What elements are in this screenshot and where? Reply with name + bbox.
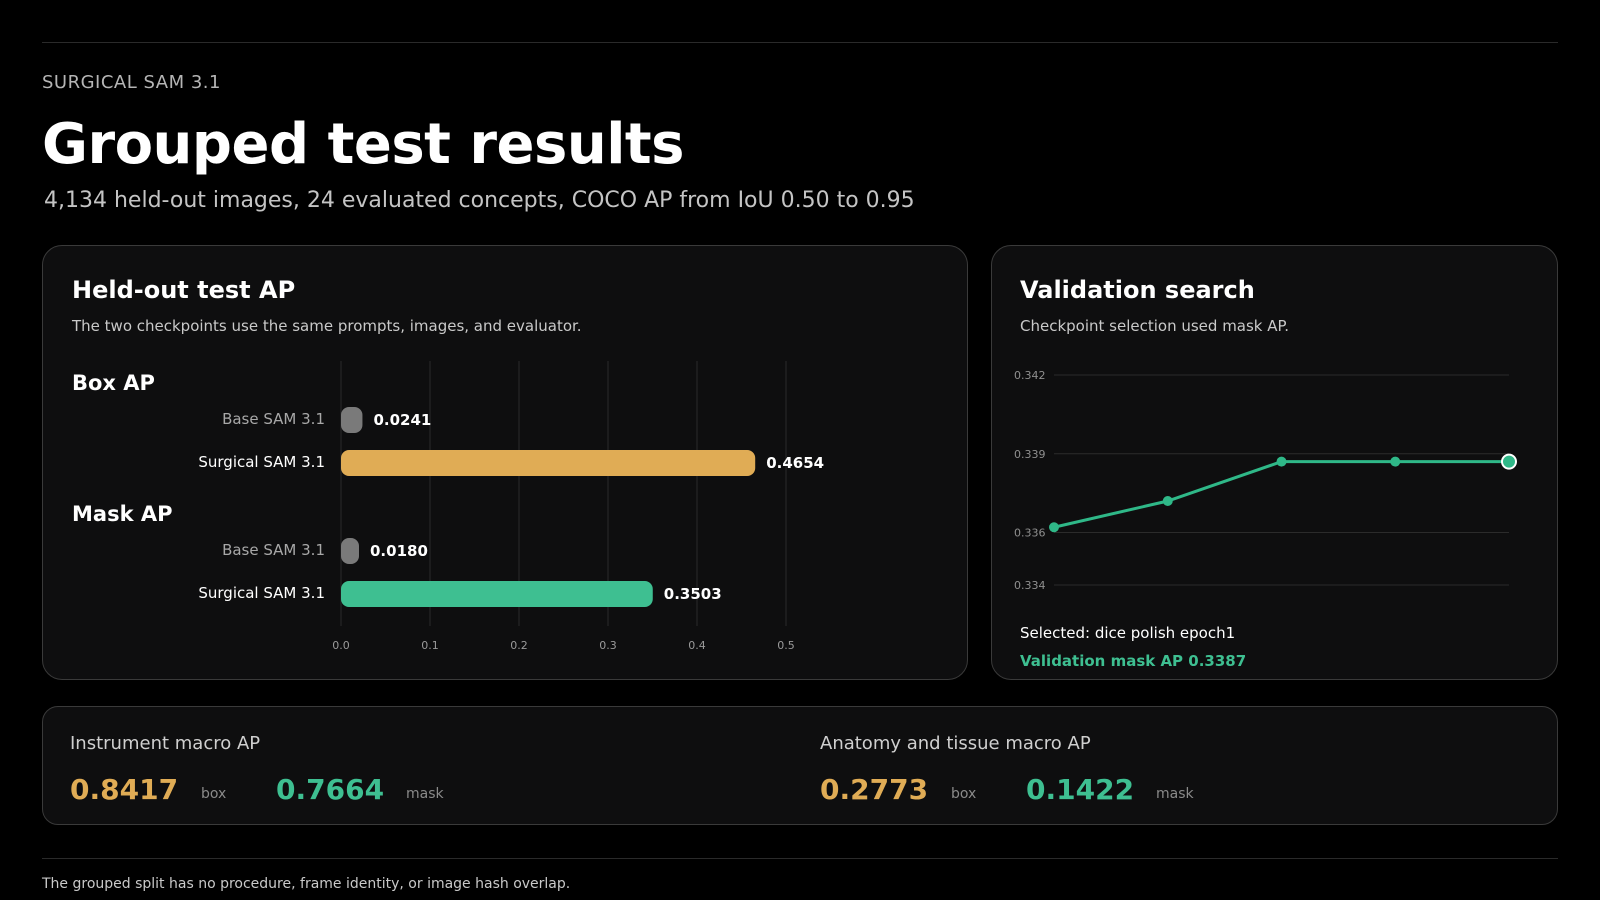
selected-mask-ap: Validation mask AP 0.3387 <box>1020 652 1247 670</box>
bar-group-label: Box AP <box>72 371 155 395</box>
x-tick-label: 0.2 <box>510 639 528 652</box>
footnote: The grouped split has no procedure, fram… <box>42 876 571 892</box>
selected-point <box>1501 453 1517 470</box>
test-ap-title: Held-out test AP <box>72 276 296 304</box>
instrument-box-value: 0.8417 <box>70 773 179 806</box>
line-chart: 0.342 0.339 0.336 0.334 <box>1014 369 1517 592</box>
bar-group-label: Mask AP <box>72 502 173 526</box>
validation-description: Checkpoint selection used mask AP. <box>1020 317 1290 335</box>
data-point <box>1162 496 1173 506</box>
page-eyebrow: SURGICAL SAM 3.1 <box>42 72 221 93</box>
bar-value-label: 0.4654 <box>766 454 825 472</box>
anatomy-mask-value: 0.1422 <box>1026 773 1135 806</box>
bar <box>341 450 756 476</box>
y-tick-label: 0.334 <box>1014 579 1046 592</box>
validation-title: Validation search <box>1020 276 1255 304</box>
validation-card: Validation search Checkpoint selection u… <box>991 245 1558 680</box>
x-tick-label: 0.5 <box>777 639 795 652</box>
bar-value-label: 0.3503 <box>663 585 722 603</box>
bar-value-label: 0.0180 <box>370 542 428 560</box>
bar-chart: 0.0 0.1 0.2 0.3 0.4 0.5 Box AP Base SAM 3.1 0.02… <box>43 246 969 681</box>
data-point <box>1390 456 1401 467</box>
bar <box>341 581 653 607</box>
series-line <box>1053 460 1509 529</box>
y-tick-label: 0.336 <box>1014 527 1046 540</box>
instrument-mask-value: 0.7664 <box>276 773 385 806</box>
bar-category-label: Surgical SAM 3.1 <box>198 453 325 471</box>
instrument-mask-unit: mask <box>406 786 444 802</box>
x-tick-label: 0.1 <box>421 639 439 652</box>
bar-category-label: Surgical SAM 3.1 <box>198 584 325 602</box>
instrument-macro-title: Instrument macro AP <box>70 733 261 754</box>
y-tick-label: 0.342 <box>1014 369 1046 382</box>
test-ap-card: Held-out test AP The two checkpoints use… <box>42 245 968 680</box>
bar-category-label: Base SAM 3.1 <box>222 410 325 428</box>
test-ap-description: The two checkpoints use the same prompts… <box>72 317 582 335</box>
data-point <box>1276 456 1287 467</box>
anatomy-mask-unit: mask <box>1156 786 1194 802</box>
bar <box>341 407 363 433</box>
bottom-divider <box>42 858 1558 859</box>
bar-value-label: 0.0241 <box>373 411 432 429</box>
top-divider <box>42 42 1558 43</box>
x-tick-label: 0.4 <box>688 639 706 652</box>
bar-chart-plot <box>340 361 787 626</box>
macro-ap-card: Instrument macro AP 0.8417 box 0.7664 ma… <box>42 706 1558 825</box>
anatomy-macro-title: Anatomy and tissue macro AP <box>820 733 1091 754</box>
page-subtitle: 4,134 held-out images, 24 evaluated conc… <box>44 188 915 213</box>
anatomy-box-unit: box <box>951 786 977 802</box>
bar <box>341 538 359 564</box>
instrument-box-unit: box <box>201 786 227 802</box>
bar-category-label: Base SAM 3.1 <box>222 541 325 559</box>
page-title: Grouped test results <box>42 112 685 177</box>
selected-checkpoint: Selected: dice polish epoch1 <box>1020 624 1236 642</box>
data-point <box>1049 522 1059 533</box>
anatomy-box-value: 0.2773 <box>820 773 929 806</box>
x-tick-label: 0.0 <box>332 639 350 652</box>
x-tick-label: 0.3 <box>599 639 617 652</box>
y-tick-label: 0.339 <box>1014 448 1046 461</box>
